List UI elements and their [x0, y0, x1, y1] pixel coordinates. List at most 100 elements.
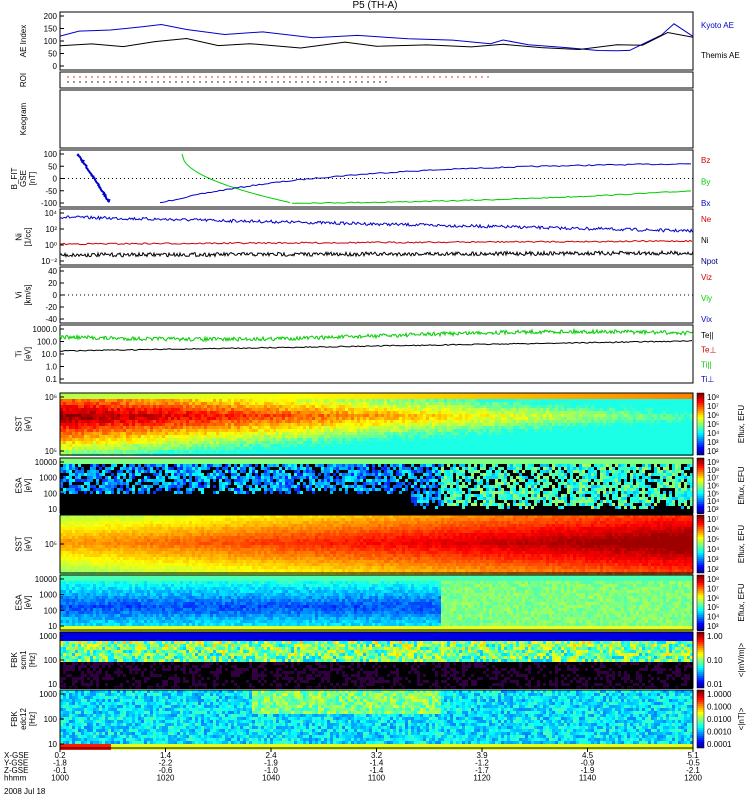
esa-ion-spectrogram-colorbar-tick: 10⁷ — [707, 584, 719, 593]
roi-marker — [331, 76, 333, 78]
roi-marker — [415, 76, 417, 78]
roi-marker — [385, 81, 387, 83]
fbk-edc-spectrogram-axis-tick-label: 10 — [48, 740, 57, 749]
esa-ion-spectrogram-colorbar-frame — [696, 574, 705, 631]
roi-marker — [169, 81, 171, 83]
fbk-scm-spectrogram-colorbar-tick: 1.00 — [707, 632, 723, 641]
fbk-scm-spectrogram-colorbar-tick: 0.10 — [707, 656, 723, 665]
bfit-axis-label: GSE — [19, 170, 28, 187]
roi-marker — [265, 81, 267, 83]
roi-marker — [235, 81, 237, 83]
ti-series — [59, 327, 694, 343]
legend-te-: Te⊥ — [701, 346, 716, 355]
x-tick-label: -1.8 — [53, 759, 67, 768]
legend-ni: Ni — [701, 236, 709, 245]
esa-electron-spectrogram-axis-label: ESA — [15, 477, 24, 494]
esa-ion-spectrogram-colorbar-tick: 10⁴ — [707, 613, 720, 622]
esa-ion-spectrogram-colorbar-tick: 10⁵ — [707, 603, 719, 612]
x-tick-label: -0.6 — [159, 766, 173, 775]
vi-axis-tick-label: -40 — [45, 315, 57, 324]
esa-ion-spectrogram-colorbar — [697, 575, 704, 631]
fbk-edc-spectrogram-colorbar-tick: 0.0010 — [707, 728, 732, 737]
esa-electron-spectrogram — [60, 458, 693, 515]
esa-ion-spectrogram-colorbar-label: Eflux, EFU — [737, 583, 746, 621]
x-row-label: hhmm — [4, 774, 27, 783]
roi-marker — [361, 76, 363, 78]
roi-marker — [481, 76, 483, 78]
legend-viz: Viz — [701, 273, 712, 282]
roi-marker — [127, 81, 129, 83]
bx-series — [76, 153, 111, 203]
sst-electron-spectrogram-axis-label: SST — [15, 416, 24, 432]
ae-axis-label: AE Index — [19, 25, 28, 57]
roi-marker — [319, 81, 321, 83]
sst-ion-spectrogram-colorbar-tick: 10⁷ — [707, 515, 719, 524]
esa-electron-spectrogram-colorbar-label: Eflux, EFU — [737, 466, 746, 504]
esa-ion-spectrogram-axis-label: [eV] — [24, 595, 33, 609]
ni-series — [59, 239, 693, 246]
roi-marker — [361, 81, 363, 83]
roi-marker — [301, 76, 303, 78]
roi-marker — [385, 76, 387, 78]
roi-marker — [229, 76, 231, 78]
ti-axis-tick-label: 0.1 — [46, 375, 58, 384]
roi-panel-frame — [59, 71, 694, 89]
roi-marker — [409, 76, 411, 78]
roi-marker — [325, 76, 327, 78]
roi-marker — [211, 76, 213, 78]
roi-marker — [241, 81, 243, 83]
esa-electron-spectrogram-colorbar-tick: 10⁶ — [707, 482, 719, 491]
fbk-scm-spectrogram-colorbar-tick: 0.01 — [707, 680, 723, 689]
roi-marker — [73, 76, 75, 78]
by-series — [181, 153, 290, 203]
te-series — [59, 340, 693, 352]
roi-marker — [451, 76, 453, 78]
roi-marker — [199, 81, 201, 83]
roi-marker — [91, 76, 93, 78]
roi-marker — [259, 76, 261, 78]
roi-marker — [313, 81, 315, 83]
esa-ion-spectrogram — [60, 575, 693, 632]
x-tick-label: 1.4 — [160, 751, 172, 760]
plot-title: P5 (TH-A) — [0, 0, 750, 12]
roi-marker — [223, 76, 225, 78]
roi-marker — [73, 81, 75, 83]
by-series — [292, 190, 692, 204]
ti-axis-tick-label: 100.0 — [37, 338, 58, 347]
ne-series — [59, 215, 693, 234]
roi-marker — [103, 76, 105, 78]
x-row-label: Y-GSE — [4, 759, 28, 768]
ti-axis-tick-label: 10.0 — [41, 350, 57, 359]
roi-marker — [343, 76, 345, 78]
fbk-edc-spectrogram-axis-label: FBK — [10, 711, 19, 727]
fbk-edc-spectrogram-colorbar-tick: 0.1000 — [707, 703, 732, 712]
roi-marker — [169, 76, 171, 78]
keogram-panel-frame — [59, 89, 694, 149]
sst-electron-spectrogram-colorbar-tick: 10² — [707, 447, 719, 456]
roi-marker — [175, 81, 177, 83]
sst-electron-spectrogram-axis-tick-label: 10⁶ — [45, 393, 57, 402]
roi-marker — [145, 76, 147, 78]
esa-electron-spectrogram-axis-tick-label: 1000 — [39, 474, 57, 483]
legend-ne: Ne — [701, 215, 712, 224]
roi-marker — [97, 81, 99, 83]
roi-marker — [235, 76, 237, 78]
bfit-axis-tick-label: -50 — [45, 187, 57, 196]
vi-axis-label: [km/s] — [24, 284, 33, 305]
sst-electron-spectrogram-frame — [59, 392, 694, 456]
roi-marker — [115, 76, 117, 78]
ae-axis-tick-label: 50 — [48, 50, 57, 59]
roi-marker — [199, 76, 201, 78]
roi-marker — [271, 76, 273, 78]
roi-marker — [463, 76, 465, 78]
roi-marker — [277, 81, 279, 83]
roi-marker — [355, 76, 357, 78]
roi-marker — [121, 76, 123, 78]
roi-marker — [151, 81, 153, 83]
ni-axis-tick-label: 10⁻² — [41, 257, 57, 266]
fbk-scm-spectrogram-colorbar-label: <|mV/m|> — [737, 642, 746, 677]
roi-marker — [439, 76, 441, 78]
roi-marker — [193, 76, 195, 78]
sst-electron-spectrogram-colorbar-tick: 10⁴ — [707, 429, 720, 438]
roi-marker — [403, 76, 405, 78]
